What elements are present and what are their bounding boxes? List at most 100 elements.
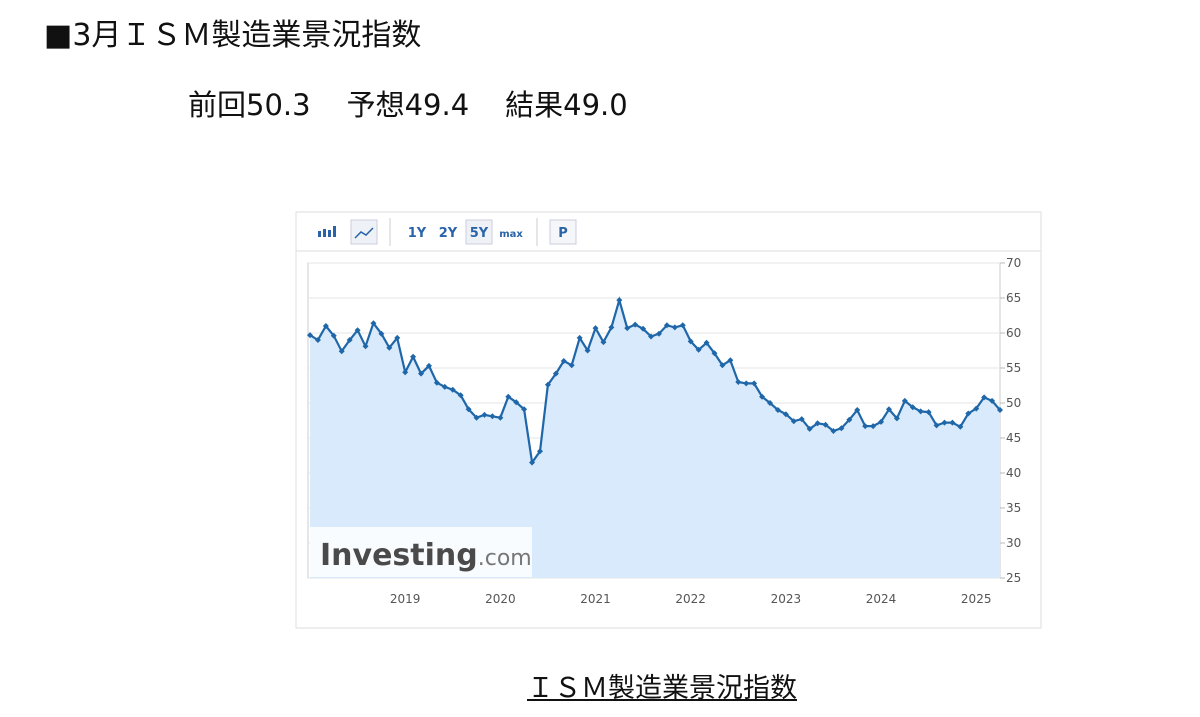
point [774, 407, 781, 413]
y-tick-label: 25 [1006, 571, 1021, 585]
point [640, 325, 647, 332]
point [386, 344, 393, 351]
x-tick-label: 2020 [485, 592, 516, 606]
point [307, 332, 313, 339]
point [711, 350, 718, 357]
point [600, 339, 607, 346]
point [957, 423, 964, 430]
point [544, 381, 551, 388]
point [537, 448, 543, 455]
range-button[interactable]: 1Y [408, 226, 427, 241]
point [354, 327, 361, 334]
point [901, 397, 908, 404]
y-tick-label: 50 [1006, 396, 1021, 410]
point [465, 406, 472, 413]
point [616, 297, 623, 304]
y-tick-label: 55 [1006, 361, 1021, 375]
point [513, 399, 520, 406]
point [949, 419, 956, 426]
point [473, 414, 480, 421]
point [909, 404, 916, 411]
range-button[interactable]: 2Y [439, 226, 458, 241]
point [481, 411, 488, 418]
point [394, 334, 401, 341]
point [322, 323, 329, 329]
point [846, 416, 853, 423]
point [703, 339, 710, 346]
x-tick-label: 2022 [675, 592, 706, 606]
point [314, 337, 321, 343]
point [981, 394, 988, 401]
caption: ＩＳＭ製造業景況指数 [527, 673, 797, 704]
summary: 前回50.3 予想49.4 結果49.0 [188, 82, 664, 124]
point [418, 370, 425, 377]
point [362, 343, 369, 350]
point [854, 407, 861, 413]
point [782, 411, 789, 418]
point [830, 428, 837, 434]
point [695, 346, 702, 353]
point [560, 358, 567, 364]
point [521, 406, 528, 413]
range-button[interactable]: P [558, 226, 568, 241]
point [759, 393, 766, 400]
line-icon-glyph [354, 227, 374, 239]
point [663, 322, 670, 329]
point [402, 369, 409, 376]
point [822, 421, 829, 428]
point [584, 347, 591, 354]
point [648, 333, 655, 340]
point [870, 423, 877, 430]
point [425, 362, 432, 369]
point [433, 379, 440, 386]
actual: 結果49.0 [505, 88, 628, 122]
page-title: ■3月ＩＳＭ製造業景況指数 [44, 18, 422, 53]
watermark-suffix: .com [478, 546, 532, 571]
x-tick-label: 2023 [771, 592, 802, 606]
point [997, 407, 1003, 413]
watermark-bg [310, 527, 532, 577]
point [505, 393, 512, 400]
point [743, 380, 750, 387]
point [790, 418, 797, 425]
range-button[interactable]: 5Y [470, 226, 489, 241]
y-tick-label: 40 [1006, 466, 1021, 480]
watermark: Investing.com [320, 538, 532, 573]
point [838, 425, 845, 432]
point [798, 416, 805, 423]
point [330, 332, 337, 339]
range-button[interactable]: max [499, 229, 523, 240]
point [878, 418, 885, 425]
point [893, 415, 900, 422]
bar-icon[interactable] [318, 226, 336, 237]
y-tick-label: 35 [1006, 501, 1021, 515]
point [529, 459, 536, 466]
previous: 前回50.3 [188, 88, 311, 122]
point [568, 362, 575, 369]
point [719, 362, 726, 369]
line-icon[interactable] [350, 219, 378, 245]
area [310, 300, 1000, 578]
y-tick-label: 70 [1006, 256, 1021, 270]
x-tick-label: 2025 [961, 592, 992, 606]
point [679, 322, 686, 329]
point [346, 337, 353, 343]
point [727, 357, 734, 364]
point [973, 405, 980, 412]
point [608, 324, 615, 331]
point [576, 334, 583, 341]
y-tick-label: 60 [1006, 326, 1021, 340]
point [338, 348, 345, 355]
point [806, 425, 813, 432]
y-tick-label: 45 [1006, 431, 1021, 445]
y-tick-label: 30 [1006, 536, 1021, 550]
point [370, 320, 377, 327]
active-range [465, 219, 493, 245]
point [933, 422, 940, 429]
point [751, 380, 758, 387]
point [497, 414, 504, 421]
point [441, 383, 448, 390]
x-tick-label: 2024 [866, 592, 897, 606]
point [378, 330, 385, 337]
point [655, 330, 662, 337]
